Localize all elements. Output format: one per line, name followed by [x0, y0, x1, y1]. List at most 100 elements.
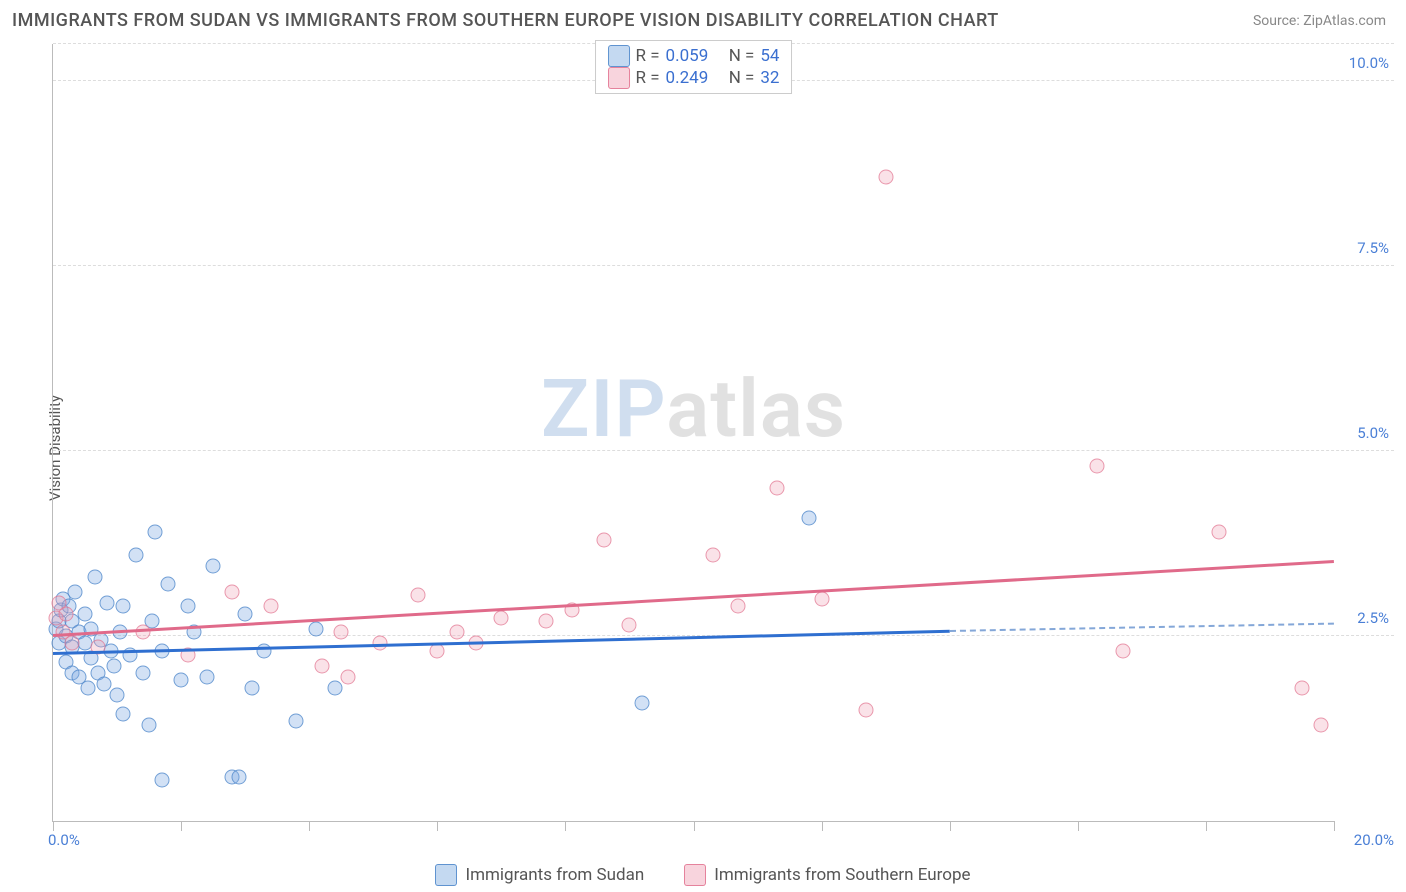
data-point	[135, 625, 150, 640]
x-tick	[437, 821, 438, 831]
data-point	[116, 599, 131, 614]
data-point	[449, 625, 464, 640]
data-point	[1090, 458, 1105, 473]
data-point	[1115, 643, 1130, 658]
y-tick-label: 7.5%	[1357, 239, 1389, 257]
data-point	[596, 532, 611, 547]
n-label: N =	[729, 46, 755, 66]
data-point	[161, 577, 176, 592]
y-tick-label: 2.5%	[1357, 609, 1389, 627]
source-attribution: Source: ZipAtlas.com	[1253, 13, 1386, 29]
data-point	[116, 706, 131, 721]
series-a-n-value: 54	[760, 46, 779, 66]
data-point	[180, 599, 195, 614]
series-a-name: Immigrants from Sudan	[465, 865, 644, 885]
data-point	[68, 584, 83, 599]
plot-area: ZIPatlas R = 0.059 N = 54 R = 0.249 N = …	[52, 44, 1334, 822]
data-point	[814, 592, 829, 607]
series-a-r-value: 0.059	[666, 46, 709, 66]
x-tick	[53, 821, 54, 831]
x-axis-origin-label: 0.0%	[48, 831, 80, 849]
chart-container: Vision Disability ZIPatlas R = 0.059 N =…	[12, 44, 1394, 852]
data-point	[257, 643, 272, 658]
data-point	[225, 584, 240, 599]
legend-row-series-b: R = 0.249 N = 32	[608, 67, 780, 89]
legend-row-series-a: R = 0.059 N = 54	[608, 45, 780, 67]
y-tick-label: 10.0%	[1349, 54, 1389, 72]
data-point	[411, 588, 426, 603]
data-point	[231, 769, 246, 784]
correlation-legend: R = 0.059 N = 54 R = 0.249 N = 32	[595, 40, 793, 94]
y-tick-label: 5.0%	[1357, 424, 1389, 442]
data-point	[129, 547, 144, 562]
swatch-series-a	[608, 45, 630, 67]
data-point	[769, 481, 784, 496]
x-tick	[950, 821, 951, 831]
data-point	[206, 558, 221, 573]
data-point	[199, 669, 214, 684]
x-axis-max-label: 20.0%	[1354, 831, 1394, 849]
data-point	[135, 666, 150, 681]
series-b-n-value: 32	[760, 68, 779, 88]
data-point	[308, 621, 323, 636]
series-b-name: Immigrants from Southern Europe	[714, 865, 970, 885]
data-point	[327, 680, 342, 695]
x-tick	[694, 821, 695, 831]
swatch-series-b	[684, 864, 706, 886]
trendline-series-a-extrapolated	[950, 623, 1334, 632]
gridline	[53, 265, 1394, 266]
data-point	[142, 717, 157, 732]
data-point	[238, 606, 253, 621]
watermark: ZIPatlas	[541, 362, 846, 456]
legend-item-series-b: Immigrants from Southern Europe	[684, 864, 970, 886]
watermark-part2: atlas	[666, 362, 846, 456]
data-point	[106, 658, 121, 673]
gridline	[53, 450, 1394, 451]
watermark-part1: ZIP	[541, 362, 666, 456]
data-point	[539, 614, 554, 629]
swatch-series-a	[435, 864, 457, 886]
source-link[interactable]: ZipAtlas.com	[1303, 13, 1386, 29]
data-point	[100, 595, 115, 610]
series-legend: Immigrants from Sudan Immigrants from So…	[0, 864, 1406, 886]
data-point	[859, 703, 874, 718]
data-point	[1211, 525, 1226, 540]
x-tick	[822, 821, 823, 831]
trendline-series-b	[53, 560, 1334, 636]
data-point	[622, 617, 637, 632]
data-point	[334, 625, 349, 640]
data-point	[878, 170, 893, 185]
data-point	[58, 606, 73, 621]
x-tick	[181, 821, 182, 831]
data-point	[81, 680, 96, 695]
data-point	[1294, 680, 1309, 695]
x-tick	[1078, 821, 1079, 831]
data-point	[705, 547, 720, 562]
series-b-r-value: 0.249	[666, 68, 709, 88]
data-point	[244, 680, 259, 695]
data-point	[801, 510, 816, 525]
data-point	[87, 569, 102, 584]
swatch-series-b	[608, 67, 630, 89]
data-point	[289, 714, 304, 729]
r-label: R =	[636, 46, 660, 66]
data-point	[97, 677, 112, 692]
data-point	[635, 695, 650, 710]
chart-title: IMMIGRANTS FROM SUDAN VS IMMIGRANTS FROM…	[12, 10, 999, 31]
r-label: R =	[636, 68, 660, 88]
data-point	[78, 606, 93, 621]
data-point	[731, 599, 746, 614]
data-point	[148, 525, 163, 540]
data-point	[263, 599, 278, 614]
data-point	[494, 610, 509, 625]
source-prefix: Source:	[1253, 13, 1303, 29]
n-label: N =	[729, 68, 755, 88]
x-tick	[309, 821, 310, 831]
data-point	[340, 669, 355, 684]
data-point	[174, 673, 189, 688]
data-point	[430, 643, 445, 658]
x-tick	[1334, 821, 1335, 831]
x-tick	[565, 821, 566, 831]
legend-item-series-a: Immigrants from Sudan	[435, 864, 644, 886]
data-point	[315, 658, 330, 673]
